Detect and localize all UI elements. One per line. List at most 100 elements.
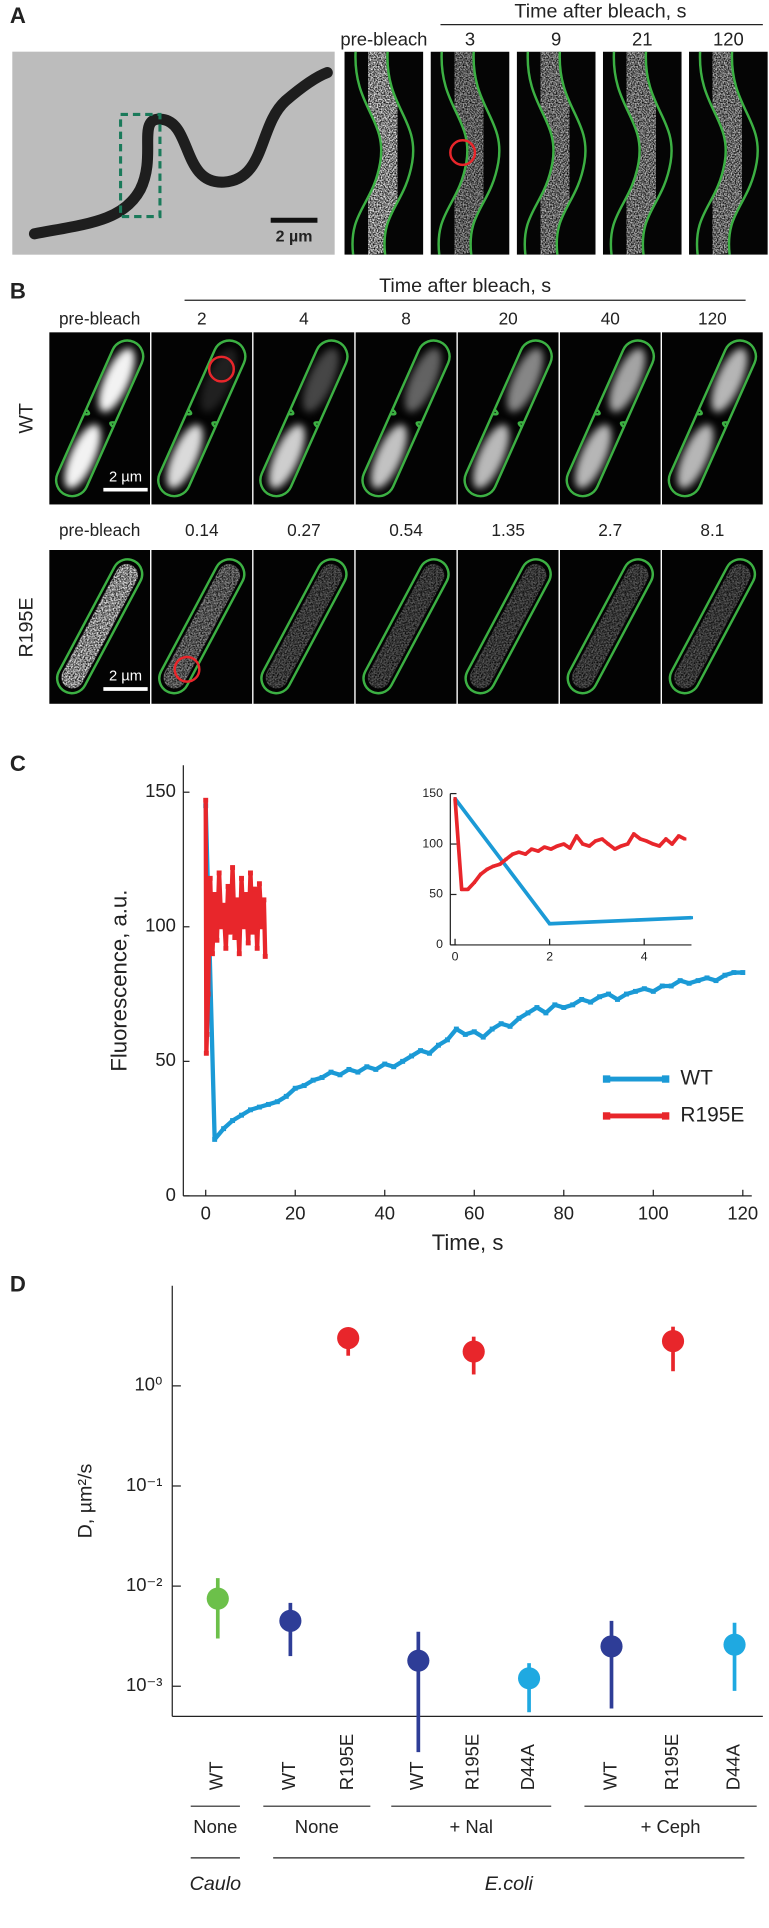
frame-label: 2.7 xyxy=(598,520,622,540)
series-line xyxy=(453,797,692,926)
x-tick-label: 100 xyxy=(638,1202,669,1223)
data-point xyxy=(485,867,489,871)
cell-outline xyxy=(668,558,757,695)
cell xyxy=(667,339,758,498)
fluorescence xyxy=(677,424,714,489)
data-point xyxy=(479,872,483,876)
data-point xyxy=(570,1002,576,1008)
fluorescence xyxy=(268,424,305,489)
data-point xyxy=(555,844,559,848)
data-point xyxy=(548,922,552,926)
fluorescence xyxy=(469,564,547,689)
data-point xyxy=(722,972,728,978)
micrograph xyxy=(661,549,763,704)
data-point xyxy=(355,1069,361,1075)
data-point xyxy=(218,924,224,930)
cell xyxy=(55,558,144,695)
header: Time after bleach, s xyxy=(514,1,686,23)
data-point xyxy=(632,832,636,836)
fluorescence xyxy=(609,348,646,412)
data-point xyxy=(427,1050,432,1056)
category-label: D44A xyxy=(517,1743,538,1790)
data-point xyxy=(523,852,528,856)
x-tick-label: 80 xyxy=(554,1202,575,1223)
data-point xyxy=(435,1042,441,1048)
legend-swatch xyxy=(602,1075,611,1083)
fluorescence xyxy=(353,51,412,255)
data-point xyxy=(243,892,249,897)
micrograph xyxy=(457,549,559,704)
data-point xyxy=(645,839,649,843)
micrograph xyxy=(151,332,253,505)
data-point xyxy=(511,852,515,856)
data-point xyxy=(549,847,553,851)
data-point xyxy=(221,1126,227,1132)
data-point xyxy=(689,916,694,920)
data-point xyxy=(259,924,265,930)
data-point xyxy=(391,1064,397,1070)
data-point xyxy=(593,839,598,843)
scale-bar-label: 2 µm xyxy=(109,669,142,685)
region-box xyxy=(119,112,162,219)
cell-outline xyxy=(55,558,144,695)
cell-outline xyxy=(695,51,727,255)
data-point xyxy=(626,842,630,846)
cell-outline xyxy=(667,339,758,498)
frame-label: 3 xyxy=(465,28,475,49)
cell-outline xyxy=(696,408,729,429)
data-point xyxy=(686,980,692,986)
cell-outline xyxy=(609,51,641,255)
cell-outline xyxy=(566,558,654,695)
data-point xyxy=(212,892,218,897)
data-point xyxy=(677,834,681,838)
legend-swatch xyxy=(602,1112,611,1120)
scale-bar-label: 2 µm xyxy=(109,469,142,485)
fluorescence xyxy=(166,424,203,489)
row-label: WT xyxy=(15,403,37,434)
frame-label: pre-bleach xyxy=(340,28,427,49)
image-background xyxy=(661,332,763,505)
organism-label: Caulo xyxy=(190,1873,241,1895)
data-point xyxy=(638,837,642,841)
data-point xyxy=(462,1340,485,1363)
cell xyxy=(54,339,145,498)
micrograph xyxy=(49,332,151,505)
category-label: WT xyxy=(206,1762,227,1791)
cell xyxy=(362,558,450,695)
data-point xyxy=(256,1104,262,1110)
data-point xyxy=(650,988,656,994)
data-point xyxy=(683,837,687,841)
data-point xyxy=(283,1093,289,1099)
cell-outline xyxy=(186,408,218,429)
panel-label: C xyxy=(10,751,26,776)
data-point xyxy=(600,1635,623,1658)
category-label: R195E xyxy=(661,1734,682,1790)
frame-label: 120 xyxy=(713,28,744,49)
frame-label: 0.14 xyxy=(185,520,219,540)
data-point xyxy=(460,887,464,891)
fluorescence xyxy=(64,424,101,489)
data-point xyxy=(579,996,585,1002)
micrograph xyxy=(344,51,424,255)
cell-outline xyxy=(157,339,247,498)
series-line xyxy=(203,805,743,1142)
frame-label: 120 xyxy=(698,308,727,328)
cell-outline xyxy=(594,408,627,429)
cell xyxy=(28,67,333,240)
data-point xyxy=(212,1136,218,1142)
fluorescence xyxy=(572,564,649,689)
data-point xyxy=(250,929,256,935)
data-point xyxy=(740,970,746,975)
frame-label: 40 xyxy=(601,308,620,328)
data-point xyxy=(254,945,260,951)
fluorescence xyxy=(698,51,757,255)
data-point xyxy=(517,1667,541,1690)
frame-label: pre-bleach xyxy=(59,520,140,540)
micrograph xyxy=(661,332,763,505)
data-point xyxy=(695,978,701,984)
micrograph xyxy=(457,332,559,505)
cell-outline xyxy=(83,408,116,429)
image-background xyxy=(253,332,355,505)
data-point xyxy=(525,1010,531,1016)
